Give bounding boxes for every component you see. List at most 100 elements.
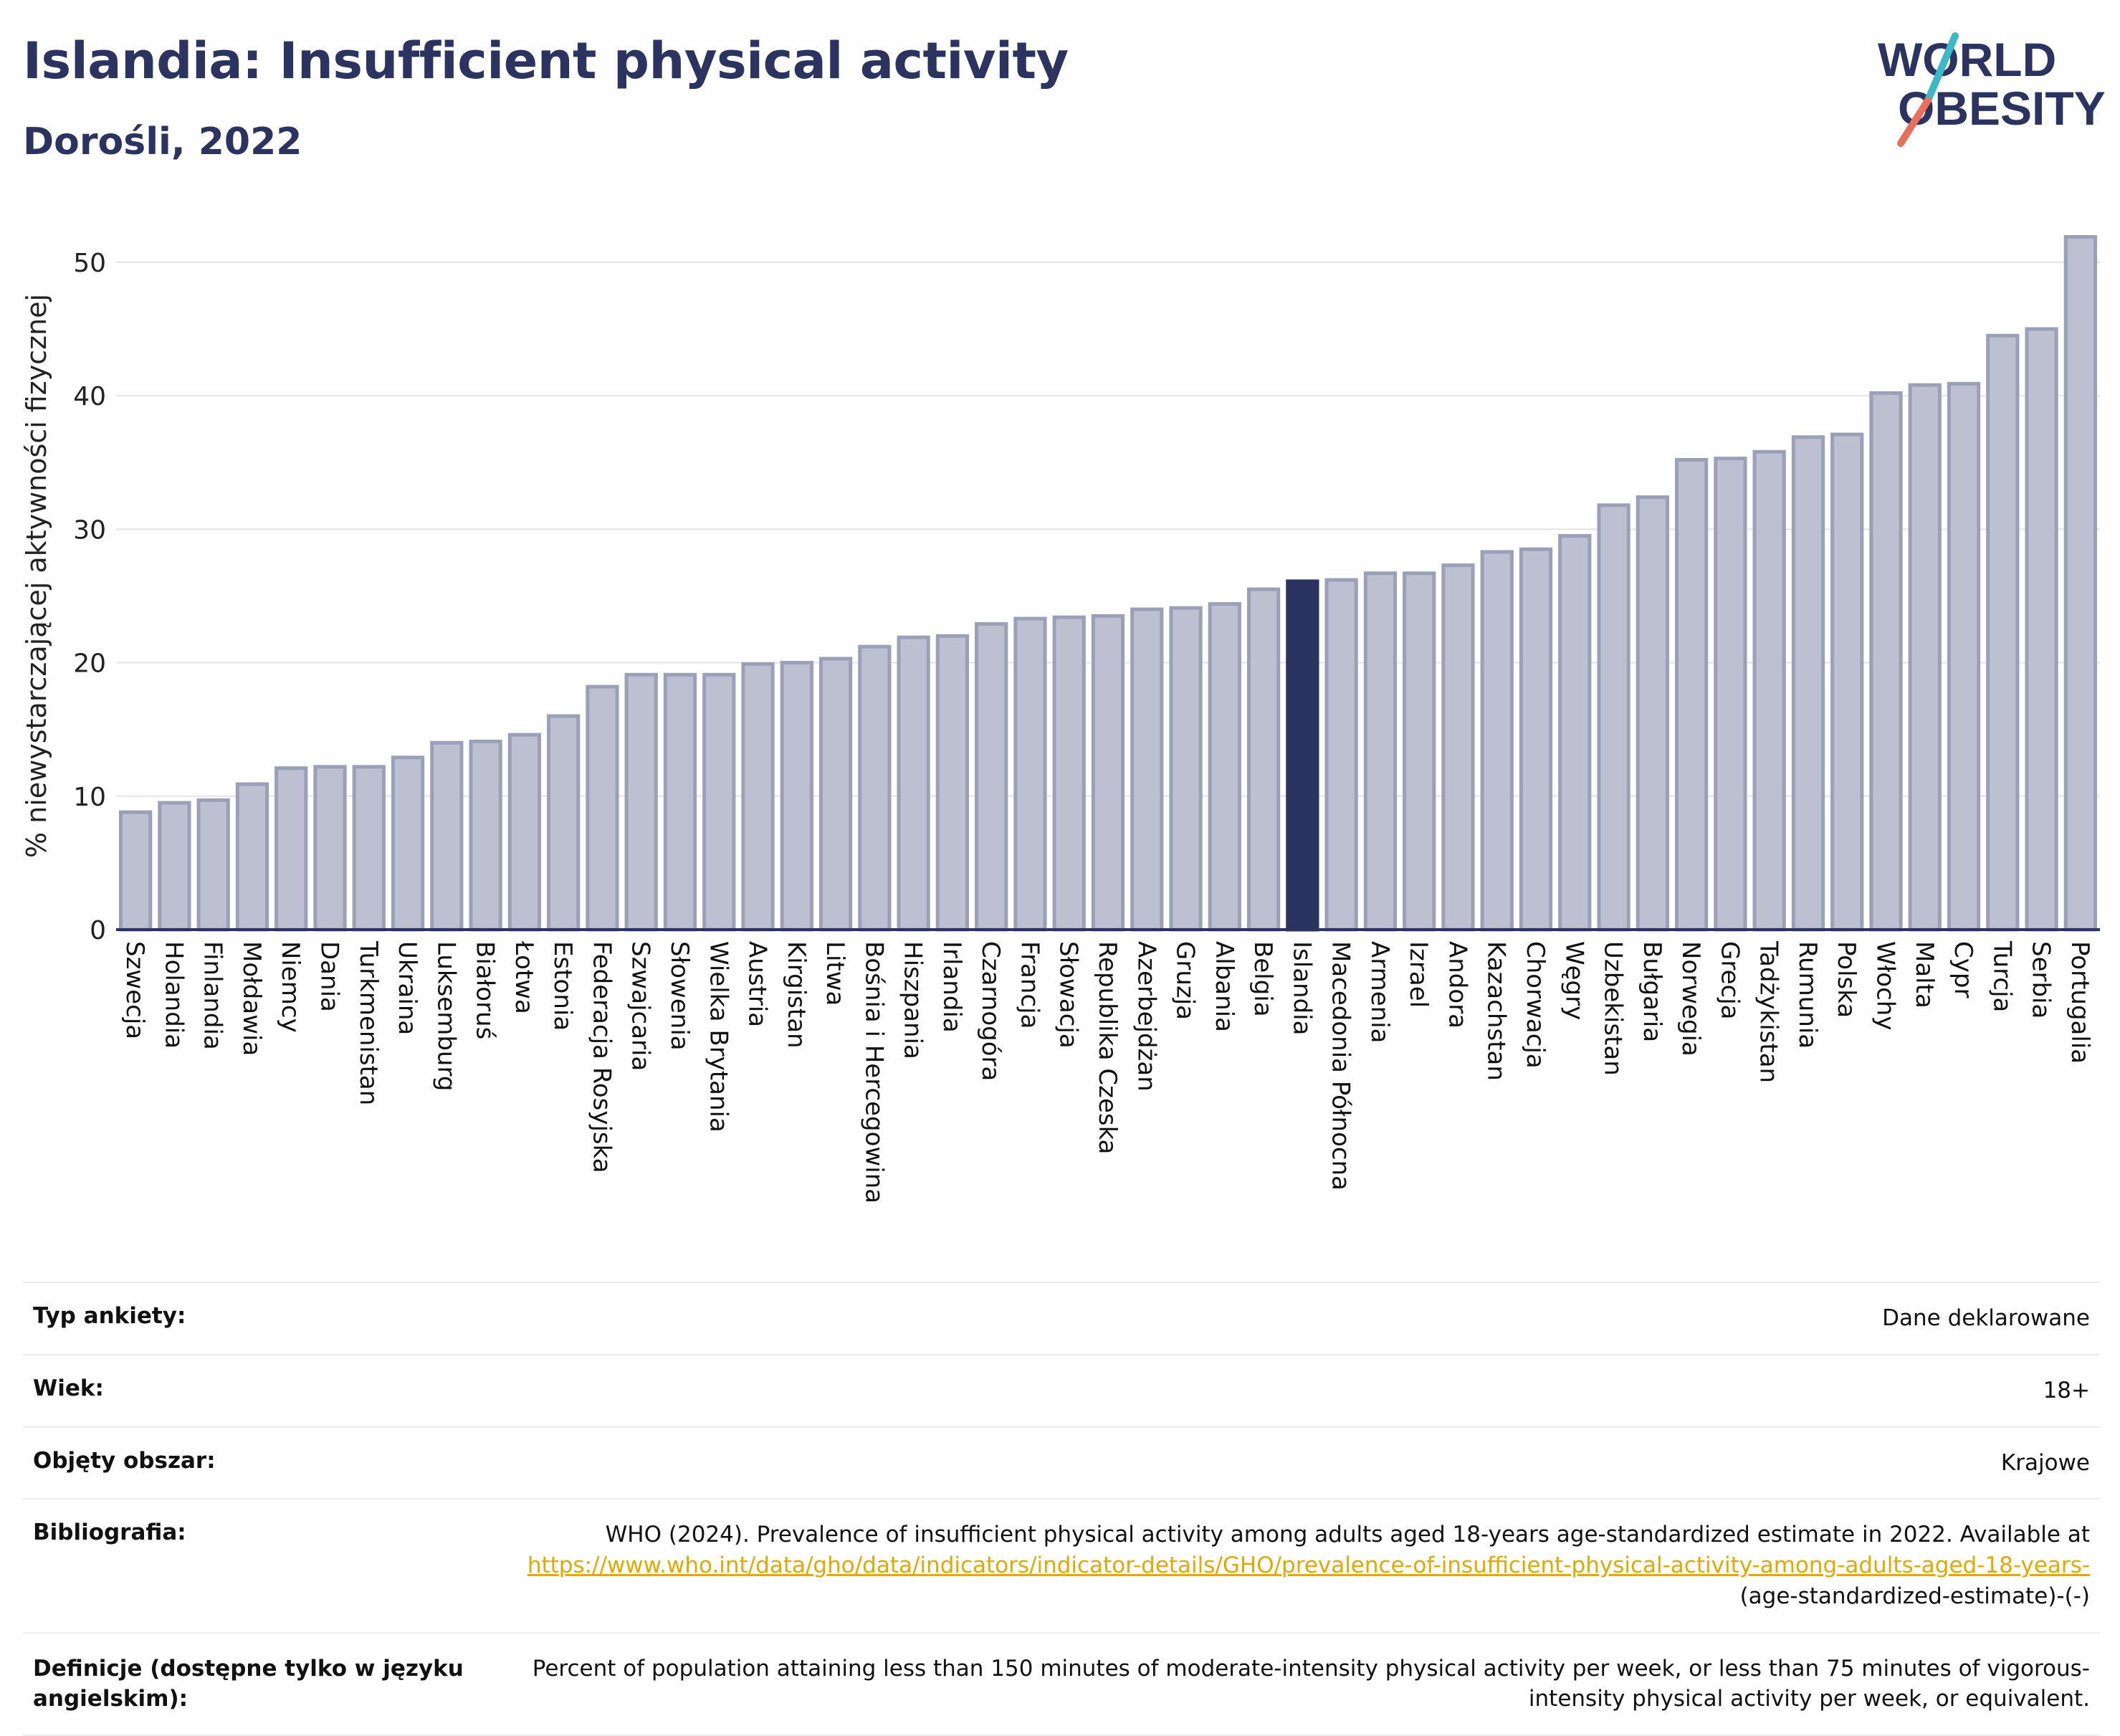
bar xyxy=(313,765,347,932)
y-tick-label: 40 xyxy=(73,382,106,411)
survey-type-label: Typ ankiety: xyxy=(33,1303,186,1329)
x-tick-label: Izrael xyxy=(1404,941,1433,1008)
y-tick-label: 10 xyxy=(73,783,106,812)
y-axis-label: % niewystarczającej aktywności fizycznej xyxy=(21,294,52,858)
bibliography-text: WHO (2024). Prevalence of insufficient p… xyxy=(605,1522,2090,1548)
x-tick-label: Azerbejdżan xyxy=(1132,941,1160,1092)
x-tick-label: Kirgistan xyxy=(782,941,811,1049)
x-tick-label: Norwegia xyxy=(1676,941,1705,1057)
info-row-survey: Typ ankiety: Dane deklarowane xyxy=(23,1282,2100,1354)
bar xyxy=(586,685,619,932)
bar xyxy=(1013,616,1047,932)
y-tick-label: 20 xyxy=(73,649,106,679)
info-row-area: Objęty obszar: Krajowe xyxy=(23,1426,2100,1499)
bar xyxy=(430,740,464,932)
bar xyxy=(1636,495,1669,932)
bar-highlighted xyxy=(1286,579,1319,932)
area-value: Krajowe xyxy=(2000,1449,2090,1476)
bar xyxy=(2025,327,2058,932)
bar xyxy=(741,662,775,932)
survey-type-value: Dane deklarowane xyxy=(1882,1305,2090,1331)
info-row-bibliography: Bibliografia: WHO (2024). Prevalence of … xyxy=(23,1498,2100,1631)
x-tick-label: Luksemburg xyxy=(431,941,460,1091)
bar xyxy=(780,661,813,932)
x-tick-label: Cypr xyxy=(1949,941,1977,998)
bar xyxy=(1947,381,1981,932)
bar xyxy=(1091,614,1125,932)
x-tick-label: Uzbekistan xyxy=(1599,941,1628,1076)
bar xyxy=(1674,457,1709,932)
x-tick-label: Federacja Rosyjska xyxy=(587,941,616,1173)
x-tick-label: Estonia xyxy=(548,941,577,1031)
x-tick-label: Bułgaria xyxy=(1638,941,1666,1042)
x-tick-label: Włochy xyxy=(1871,941,1899,1030)
bar xyxy=(1791,435,1825,932)
definition-value: Percent of population attaining less tha… xyxy=(532,1655,2090,1712)
bar xyxy=(1558,534,1592,932)
bar xyxy=(158,801,191,932)
x-tick-label: Szwecja xyxy=(120,941,149,1039)
x-tick-label: Albania xyxy=(1210,941,1238,1032)
bar xyxy=(1169,606,1203,932)
x-tick-label: Irlandia xyxy=(937,941,966,1033)
bar xyxy=(1986,333,2020,932)
logo-slash-teal xyxy=(1924,32,1959,104)
bar xyxy=(1441,563,1475,932)
y-tick-label: 0 xyxy=(90,916,106,945)
x-tick-label: Armenia xyxy=(1365,941,1394,1044)
bar xyxy=(352,765,386,932)
age-label: Wiek: xyxy=(33,1375,104,1401)
x-tick-label: Wielka Brytania xyxy=(704,941,732,1132)
x-tick-label: Dania xyxy=(315,941,344,1012)
x-tick-label: Chorwacja xyxy=(1521,941,1550,1069)
bar xyxy=(196,798,230,932)
x-tick-label: Austria xyxy=(743,941,772,1027)
bar-chart: 0 10 20 30 40 50 % niewystarczającej aktywnośc… xyxy=(21,234,2100,1203)
bar xyxy=(1714,457,1747,932)
x-tick-label: Ukraina xyxy=(393,941,421,1035)
x-tick-label: Kazachstan xyxy=(1482,941,1511,1081)
x-tick-label: Turcja xyxy=(1987,940,2016,1012)
world-obesity-logo: WORLD OBESITY xyxy=(1878,32,2106,147)
y-tick-label: 50 xyxy=(73,249,106,278)
x-tick-label: Polska xyxy=(1832,941,1861,1018)
bar xyxy=(1480,550,1514,932)
bar xyxy=(507,733,542,932)
bar xyxy=(119,810,153,932)
x-tick-label: Portugalia xyxy=(2066,941,2094,1064)
bibliography-link[interactable]: https://www.who.int/data/gho/data/indica… xyxy=(527,1553,2090,1579)
x-tick-label: Andora xyxy=(1443,941,1471,1029)
logo-slash-coral xyxy=(1897,97,1932,147)
x-tick-label: Bośnia i Hercegowina xyxy=(859,941,888,1203)
bar xyxy=(1324,578,1358,932)
x-tick-label: Francja xyxy=(1015,941,1044,1029)
bar xyxy=(1403,571,1436,932)
bar xyxy=(1363,571,1398,932)
bar xyxy=(975,622,1008,932)
bar xyxy=(2063,234,2097,932)
bar xyxy=(1052,615,1086,932)
bibliography-value: WHO (2024). Prevalence of insufficient p… xyxy=(513,1520,2090,1611)
x-tick-label: Finlandia xyxy=(199,941,227,1050)
x-tick-label: Mołdawia xyxy=(237,941,266,1056)
bar xyxy=(547,714,581,932)
bar xyxy=(1519,547,1553,932)
definition-label: Definicje (dostępne tylko w języku angie… xyxy=(33,1655,464,1712)
bar xyxy=(274,766,308,932)
x-tick-label: Słowenia xyxy=(665,941,694,1051)
x-tick-label: Turkmenistan xyxy=(354,940,383,1105)
x-tick-label: Hiszpania xyxy=(899,941,927,1059)
bar xyxy=(1908,383,1942,932)
x-tick-label: Gruzja xyxy=(1171,941,1200,1020)
bar xyxy=(391,755,425,932)
x-tick-label: Węgry xyxy=(1560,941,1588,1020)
bar xyxy=(935,634,970,932)
x-tick-label: Łotwa xyxy=(510,940,538,1014)
x-tick-label: Holandia xyxy=(159,941,188,1049)
x-tick-label: Macedonia Północna xyxy=(1327,941,1355,1191)
area-label: Objęty obszar: xyxy=(33,1447,216,1474)
info-row-age: Wiek: 18+ xyxy=(23,1353,2100,1426)
bar xyxy=(1869,391,1903,932)
age-value: 18+ xyxy=(2043,1377,2090,1403)
bar xyxy=(469,739,502,932)
